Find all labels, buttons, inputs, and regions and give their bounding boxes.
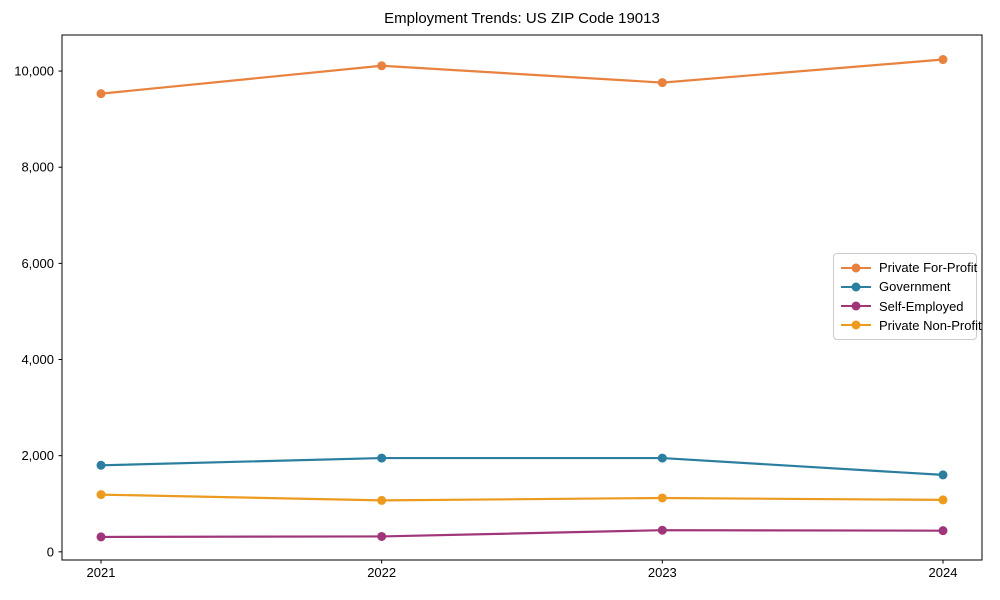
y-tick-label: 2,000 (21, 448, 54, 463)
line-series-private-non-profit (99, 493, 945, 502)
y-tick-label: 4,000 (21, 352, 54, 367)
data-point-private-for-profit (96, 89, 106, 99)
y-tick-label: 10,000 (14, 64, 54, 79)
legend-line-marker-icon (841, 301, 871, 311)
legend-dot-icon (851, 320, 861, 330)
y-tick-label: 0 (47, 544, 54, 559)
x-tick-label: 2024 (929, 565, 958, 580)
legend-line-marker-icon (841, 263, 871, 273)
legend-label: Government (879, 279, 951, 295)
plot-border (61, 34, 983, 561)
legend-label: Self-Employed (879, 298, 964, 314)
data-point-government (657, 453, 667, 463)
data-point-government (96, 460, 106, 470)
data-point-self-employed (377, 531, 387, 541)
data-point-self-employed (938, 526, 948, 536)
legend-dot-icon (851, 263, 861, 273)
data-point-private-for-profit (377, 61, 387, 71)
line-series-government (99, 456, 945, 477)
data-point-self-employed (96, 532, 106, 542)
legend-item: Private For-Profit (841, 259, 977, 277)
data-point-private-non-profit (657, 493, 667, 503)
x-tick-label: 2021 (87, 565, 116, 580)
data-point-private-non-profit (938, 495, 948, 505)
legend-line-marker-icon (841, 320, 871, 330)
legend-item: Self-Employed (841, 297, 969, 315)
data-point-private-non-profit (96, 490, 106, 500)
line-series-self-employed (99, 529, 945, 539)
legend-label: Private For-Profit (879, 260, 978, 276)
legend-item: Government (841, 278, 969, 296)
data-point-private-for-profit (938, 55, 948, 65)
data-point-private-non-profit (377, 495, 387, 505)
legend-label: Private Non-Profit (879, 317, 982, 333)
y-tick-label: 6,000 (21, 256, 54, 271)
chart-title: Employment Trends: US ZIP Code 19013 (384, 10, 660, 27)
data-point-private-for-profit (657, 78, 667, 88)
legend-dot-icon (851, 301, 861, 311)
legend: Private For-Profit Government Self-Employe… (833, 253, 982, 340)
legend-line-marker-icon (841, 282, 871, 292)
data-point-government (938, 470, 948, 480)
legend-item: Private Non-Profit (841, 316, 982, 334)
legend-dot-icon (851, 282, 861, 292)
y-tick-label: 8,000 (21, 160, 54, 175)
data-point-government (377, 453, 387, 463)
x-tick-label: 2022 (367, 565, 396, 580)
x-tick-label: 2023 (648, 565, 677, 580)
line-series-private-for-profit (99, 58, 945, 95)
data-point-self-employed (657, 525, 667, 535)
